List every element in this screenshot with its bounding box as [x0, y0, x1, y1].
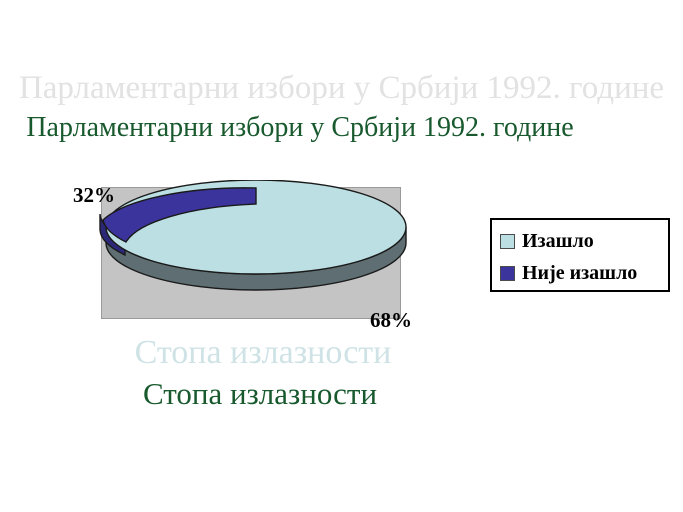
chart-subtitle: Стопа излазности	[142, 376, 378, 411]
chart-legend: Изашло Није изашло	[490, 218, 670, 292]
legend-label-abstain: Није изашло	[522, 262, 638, 284]
legend-swatch-abstain	[500, 265, 515, 281]
pie-chart[interactable]	[95, 180, 415, 330]
chart-subtitle-shadow: Стопа излазности	[134, 334, 392, 371]
data-label-turnout: 68%	[370, 308, 412, 332]
data-label-abstain: 32%	[73, 183, 115, 207]
legend-item-abstain[interactable]: Није изашло	[500, 257, 660, 289]
legend-swatch-turnout	[500, 233, 515, 249]
legend-label-turnout: Изашло	[522, 230, 594, 252]
slide-title-shadow: Парламентарни избори у Србији 1992. годи…	[18, 70, 665, 106]
legend-item-turnout[interactable]: Изашло	[500, 225, 660, 257]
pie-slice-abstain[interactable]	[102, 187, 257, 243]
slide-title: Парламентарни избори у Србији 1992. годи…	[26, 112, 574, 143]
